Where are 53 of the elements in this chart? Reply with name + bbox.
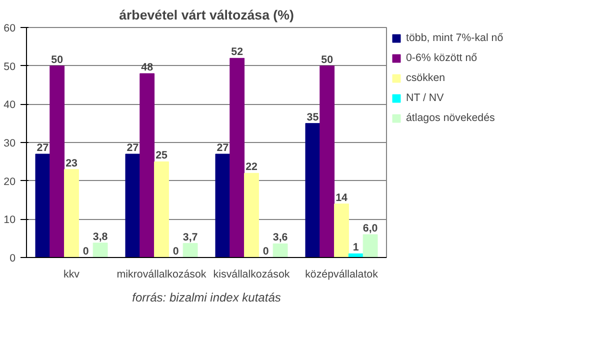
legend-label: átlagos növekedés (406, 112, 495, 124)
y-tick-label: 30 (4, 138, 16, 150)
bar (320, 66, 335, 258)
y-tick-label: 50 (4, 60, 16, 73)
bar (244, 172, 259, 258)
data-label: 22 (246, 161, 258, 174)
bar (334, 204, 349, 258)
data-label: 25 (156, 150, 168, 162)
data-label: 14 (336, 192, 348, 204)
data-label: 27 (126, 142, 139, 154)
bar (215, 154, 230, 258)
bar (140, 73, 155, 258)
y-tick-label: 60 (4, 22, 16, 34)
y-tick-label: 20 (4, 176, 16, 188)
data-label: 3,7 (182, 231, 198, 244)
data-label: 27 (216, 142, 229, 154)
data-label: 3,8 (92, 230, 108, 243)
data-label: 23 (66, 157, 78, 170)
data-label: 52 (231, 46, 244, 58)
data-label: 35 (306, 111, 319, 124)
bar (154, 161, 169, 258)
data-label: 50 (321, 54, 334, 66)
data-label: 0 (262, 246, 269, 258)
x-tick-label: kisvállalkozások (213, 268, 290, 280)
data-label: 0 (82, 246, 89, 258)
x-tick-label: kkv (64, 268, 80, 280)
bar (50, 66, 65, 258)
data-label: 1 (352, 242, 359, 254)
data-label: 3,6 (272, 232, 288, 244)
legend-label: NT / NV (406, 92, 444, 104)
y-tick-label: 10 (4, 214, 16, 226)
bar (64, 169, 79, 258)
bar (35, 154, 50, 258)
text: forrás: bizalmi index kutatás (132, 290, 281, 304)
bar (92, 242, 108, 258)
legend-label: csökken (406, 72, 446, 84)
data-label: 6,0 (362, 222, 378, 234)
data-label: 50 (51, 54, 64, 66)
data-label: 0 (172, 246, 179, 258)
bar (230, 58, 245, 258)
bar (272, 243, 288, 258)
bar (182, 243, 198, 258)
x-tick-label: középvállalatok (305, 268, 379, 280)
y-tick-label: 40 (4, 99, 16, 112)
bar (125, 154, 140, 258)
data-label: 27 (36, 142, 49, 154)
chart-title: árbevétel várt változása (%) (119, 8, 294, 22)
x-tick-label: mikrovállalkozások (116, 268, 207, 280)
y-tick-label: 0 (10, 252, 16, 264)
legend-label: több, mint 7%-kal nő (406, 32, 504, 44)
bar (362, 234, 378, 258)
legend-label: 0-6% között nő (406, 52, 478, 64)
bar (305, 123, 320, 258)
